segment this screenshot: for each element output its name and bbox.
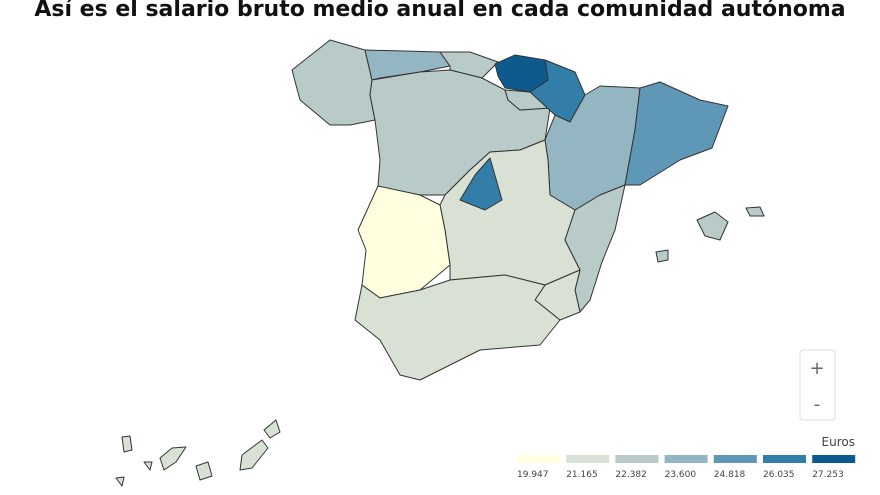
zoom-out[interactable]: - — [814, 394, 821, 415]
region — [143, 461, 153, 471]
zoom-control: + - — [799, 349, 836, 421]
region — [494, 54, 549, 93]
legend-swatch — [713, 455, 757, 463]
legend-label: 26.035 — [763, 470, 795, 480]
legend-title: Euros — [822, 435, 855, 449]
region — [263, 419, 281, 439]
region — [696, 211, 729, 241]
legend-swatch — [615, 455, 659, 463]
region — [655, 249, 669, 263]
map — [115, 39, 765, 487]
region — [624, 81, 729, 186]
region — [195, 461, 213, 481]
region — [354, 274, 561, 381]
zoom-in[interactable]: + — [809, 358, 824, 379]
region — [564, 184, 626, 313]
legend-label: 24.818 — [714, 470, 746, 480]
legend-swatch — [664, 455, 708, 463]
region — [239, 439, 269, 471]
legend-swatch — [763, 455, 806, 463]
legend-label: 21.165 — [566, 470, 598, 480]
legend-swatch — [812, 455, 856, 463]
region — [159, 446, 187, 471]
region — [745, 206, 765, 217]
legend-swatch — [566, 455, 610, 463]
legend-label: 19.947 — [517, 470, 549, 480]
region — [291, 39, 376, 126]
legend-swatch — [517, 455, 560, 463]
zoom-box — [799, 349, 836, 421]
legend: 19.947 21.165 22.382 23.600 24.818 26.035 27.2… — [517, 455, 856, 480]
legend-label: 22.382 — [615, 470, 647, 480]
region — [357, 185, 451, 299]
legend-label: 27.253 — [812, 470, 844, 480]
region — [121, 435, 133, 453]
region — [115, 476, 125, 487]
title: Así es el salario bruto medio anual en c… — [34, 0, 845, 22]
region — [459, 157, 503, 211]
legend-label: 23.600 — [665, 470, 697, 480]
